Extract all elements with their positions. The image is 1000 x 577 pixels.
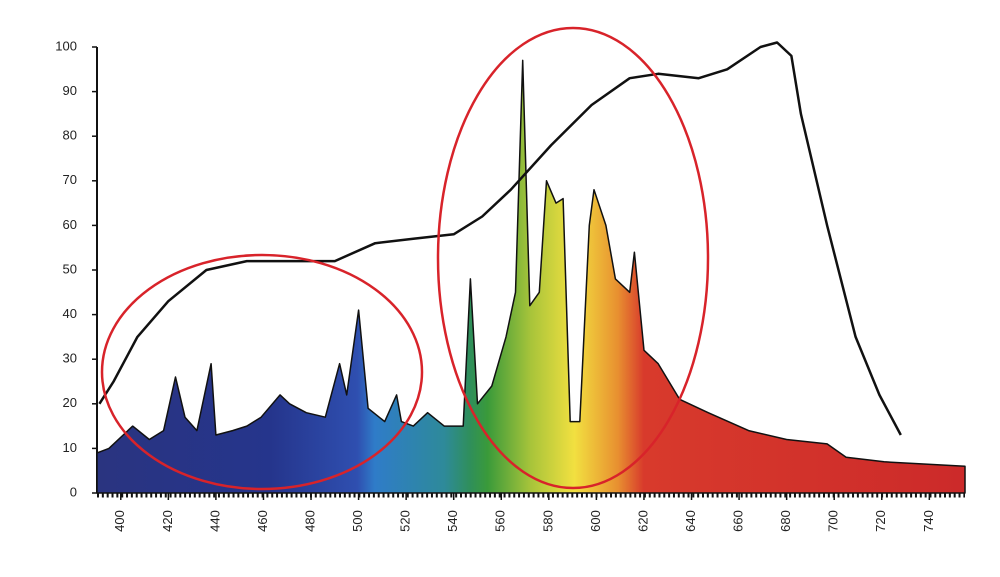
x-tick-label: 560 [493, 510, 508, 532]
x-tick-label: 620 [635, 510, 650, 532]
x-tick-label: 460 [255, 510, 270, 532]
y-tick-label: 10 [63, 440, 77, 455]
x-tick-label: 480 [302, 510, 317, 532]
y-tick-label: 90 [63, 83, 77, 98]
y-tick-label: 100 [55, 38, 77, 53]
x-tick-label: 640 [683, 510, 698, 532]
x-tick-label: 400 [112, 510, 127, 532]
x-tick-label: 720 [873, 510, 888, 532]
y-tick-label: 50 [63, 261, 77, 276]
y-tick-label: 30 [63, 351, 77, 366]
x-tick-label: 520 [398, 510, 413, 532]
x-tick-label: 540 [445, 510, 460, 532]
y-tick-label: 70 [63, 172, 77, 187]
y-tick-label: 60 [63, 217, 77, 232]
x-tick-label: 500 [350, 510, 365, 532]
x-tick-label: 440 [207, 510, 222, 532]
curve-line [98, 41, 902, 436]
x-tick-label: 600 [588, 510, 603, 532]
x-tick-label: 420 [160, 510, 175, 532]
y-tick-label: 40 [63, 306, 77, 321]
x-tick-label: 680 [778, 510, 793, 532]
highlight-ellipse [436, 26, 710, 490]
x-tick-label: 580 [540, 510, 555, 532]
x-tick-label: 740 [921, 510, 936, 532]
y-tick-label: 0 [70, 484, 77, 499]
spectrum-area [96, 59, 966, 494]
highlight-ellipse [100, 253, 424, 491]
y-tick-label: 20 [63, 395, 77, 410]
x-tick-label: 700 [826, 510, 841, 532]
y-tick-label: 80 [63, 128, 77, 143]
x-tick-label: 660 [731, 510, 746, 532]
